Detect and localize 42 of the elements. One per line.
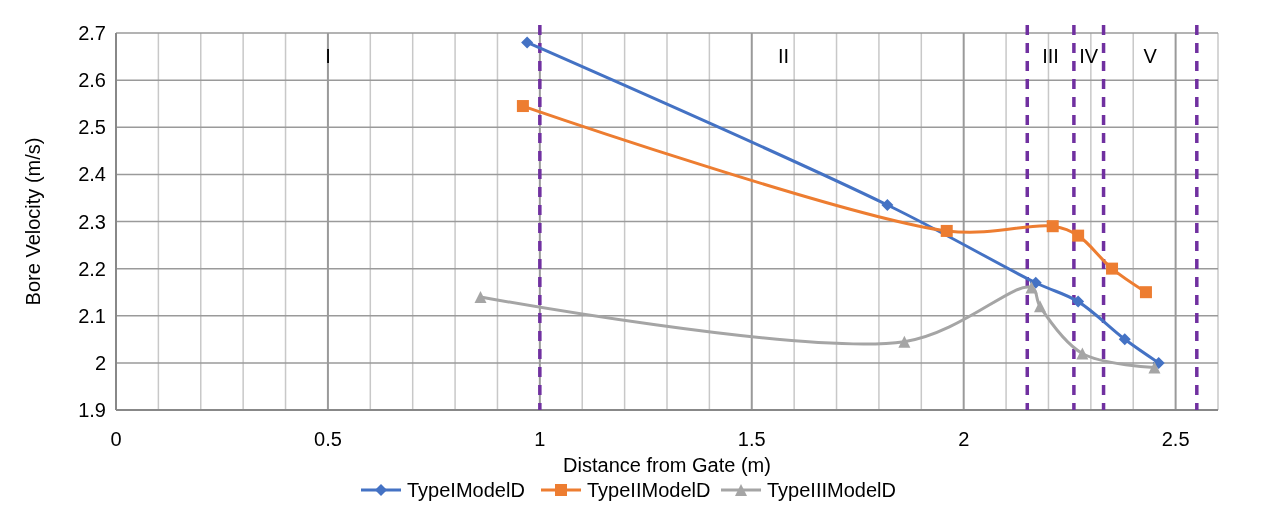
x-tick-label: 1	[534, 428, 546, 450]
y-tick-label: 2.7	[78, 22, 106, 44]
legend-label: TypeIModelD	[407, 479, 525, 501]
point	[898, 335, 911, 348]
y-tick-label: 2.4	[78, 163, 106, 186]
y-axis-title: Bore Velocity (m/s)	[22, 137, 44, 306]
point	[1033, 300, 1046, 313]
y-tick-label: 1.9	[78, 399, 106, 421]
point	[881, 199, 894, 212]
annotation: III	[1042, 45, 1059, 67]
point	[1118, 333, 1131, 346]
x-tick-label: 0.5	[314, 428, 342, 450]
x-axis-title: Distance from Gate (m)	[563, 454, 771, 476]
y-tick-label: 2.1	[78, 304, 106, 327]
legend-label: TypeIIModelD	[587, 479, 711, 501]
point	[516, 100, 529, 113]
point	[1072, 229, 1085, 242]
x-tick-label: 2	[958, 428, 970, 450]
point	[940, 224, 953, 237]
y-tick-label: 2	[94, 351, 106, 374]
y-tick-label: 2.5	[78, 116, 106, 139]
annotation: II	[778, 45, 790, 67]
point	[1139, 286, 1152, 299]
point	[1076, 347, 1089, 360]
point	[1025, 281, 1038, 294]
x-tick-label: 0	[110, 428, 122, 450]
y-tick-label: 2.2	[78, 257, 106, 280]
point	[1046, 220, 1059, 233]
x-tick-label: 1.5	[737, 428, 766, 450]
point	[1072, 295, 1085, 308]
point	[1152, 356, 1165, 369]
point	[1106, 262, 1119, 275]
x-tick-label: 2.5	[1161, 428, 1190, 450]
annotation: V	[1143, 45, 1158, 67]
annotation: I	[325, 45, 331, 67]
y-tick-label: 2.6	[78, 69, 106, 92]
point	[1148, 361, 1161, 374]
point	[474, 290, 487, 303]
legend-label: TypeIIIModelD	[767, 479, 896, 501]
y-tick-label: 2.3	[78, 210, 106, 233]
annotation: IV	[1079, 45, 1099, 67]
point	[521, 36, 534, 49]
